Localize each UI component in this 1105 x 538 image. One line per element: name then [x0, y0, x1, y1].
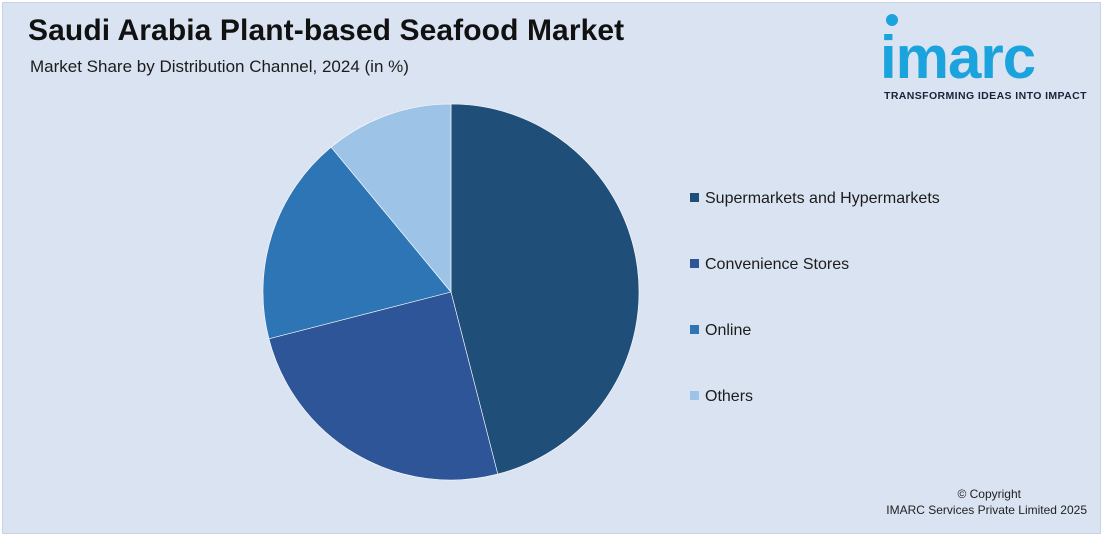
legend-swatch [690, 193, 699, 203]
pie-slice-others [330, 103, 452, 293]
legend-swatch [690, 259, 699, 269]
pie-slice-online [262, 146, 452, 340]
copyright-line-1: © Copyright [957, 487, 1021, 501]
logo-dot-icon [886, 14, 898, 26]
legend-item: Others [690, 388, 753, 406]
chart-title: Saudi Arabia Plant-based Seafood Market [28, 14, 625, 47]
legend-label: Others [705, 388, 754, 405]
imarc-logo: imarc TRANSFORMING IDEAS INTO IMPACT [880, 12, 1095, 104]
legend-item: Supermarkets and Hypermarkets [690, 190, 940, 208]
pie-slice-supermarkets-and-hypermarkets [450, 103, 640, 475]
logo-wordmark: imarc [880, 24, 1036, 91]
copyright-line-2: IMARC Services Private Limited 2025 [886, 503, 1087, 517]
legend-label: Online [705, 322, 752, 339]
legend-label: Convenience Stores [705, 256, 850, 273]
legend-item: Convenience Stores [690, 256, 849, 274]
logo-tagline: TRANSFORMING IDEAS INTO IMPACT [884, 90, 1087, 102]
legend-label: Supermarkets and Hypermarkets [705, 190, 940, 207]
legend-swatch [690, 325, 699, 335]
legend-swatch [690, 391, 699, 401]
copyright-notice: © Copyright IMARC Services Private Limit… [886, 486, 1087, 518]
pie-slice-convenience-stores [268, 291, 499, 481]
chart-subtitle: Market Share by Distribution Channel, 20… [30, 57, 409, 76]
legend-item: Online [690, 322, 751, 340]
